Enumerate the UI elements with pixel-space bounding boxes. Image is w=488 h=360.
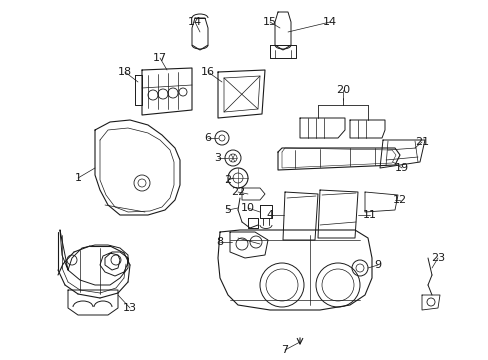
Text: 6: 6: [204, 133, 211, 143]
Text: 15: 15: [263, 17, 276, 27]
Text: 10: 10: [241, 203, 254, 213]
Text: 14: 14: [187, 17, 202, 27]
Text: 19: 19: [394, 163, 408, 173]
Text: 18: 18: [118, 67, 132, 77]
Text: 21: 21: [414, 137, 428, 147]
Text: 17: 17: [153, 53, 167, 63]
Text: 5: 5: [224, 205, 231, 215]
Text: 11: 11: [362, 210, 376, 220]
Text: 23: 23: [430, 253, 444, 263]
Text: 3: 3: [214, 153, 221, 163]
Text: 9: 9: [374, 260, 381, 270]
Text: 1: 1: [74, 173, 81, 183]
Text: 13: 13: [123, 303, 137, 313]
Text: 22: 22: [230, 187, 244, 197]
Text: 20: 20: [335, 85, 349, 95]
Text: 4: 4: [266, 210, 273, 220]
Text: 7: 7: [281, 345, 288, 355]
Text: 2: 2: [224, 175, 231, 185]
Text: 14: 14: [322, 17, 336, 27]
Text: 16: 16: [201, 67, 215, 77]
Text: 8: 8: [216, 237, 223, 247]
Text: 12: 12: [392, 195, 406, 205]
